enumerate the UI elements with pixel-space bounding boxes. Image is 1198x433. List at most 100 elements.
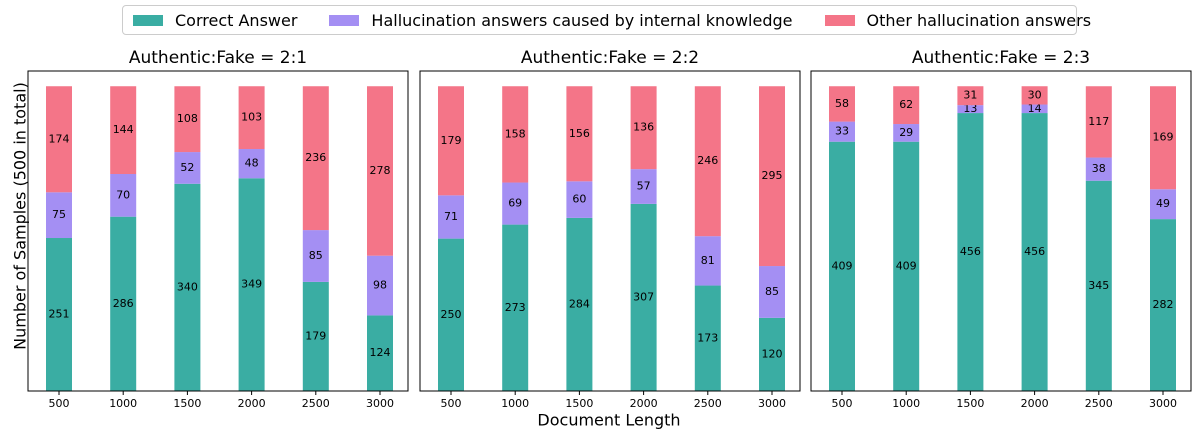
data-label-other: 179 bbox=[441, 134, 462, 147]
bar-segment-internal bbox=[367, 255, 393, 316]
legend-item-internal: Hallucination answers caused by internal… bbox=[329, 11, 793, 30]
bar-segment-correct bbox=[694, 285, 721, 391]
bar-segment-correct bbox=[174, 183, 201, 391]
bar-segment-correct bbox=[46, 238, 72, 391]
data-label-internal: 14 bbox=[1028, 102, 1042, 115]
bar-segment-internal bbox=[566, 181, 593, 218]
data-label-internal: 38 bbox=[1092, 162, 1106, 175]
bar-segment-other bbox=[46, 86, 72, 193]
x-tick-label: 2500 bbox=[1085, 397, 1113, 410]
x-tick-label: 500 bbox=[49, 397, 70, 410]
bar-segment-other bbox=[174, 86, 201, 153]
bar-segment-correct bbox=[238, 178, 265, 391]
bar-segment-other bbox=[829, 86, 855, 122]
data-label-correct: 345 bbox=[1088, 279, 1109, 292]
bar-segment-internal bbox=[694, 236, 721, 286]
data-label-internal: 52 bbox=[180, 161, 194, 174]
legend-item-other: Other hallucination answers bbox=[824, 10, 1092, 30]
bar-segment-correct bbox=[367, 315, 393, 391]
x-tick-label: 1500 bbox=[565, 397, 593, 410]
data-label-other: 62 bbox=[899, 98, 913, 111]
bar-segment-other bbox=[893, 86, 920, 125]
data-label-other: 295 bbox=[762, 169, 783, 182]
y-axis-label: Number of Samples (500 in total) bbox=[11, 82, 30, 350]
bar-segment-internal bbox=[957, 105, 984, 114]
panel-frame bbox=[27, 70, 409, 392]
data-label-internal: 69 bbox=[508, 197, 522, 210]
x-tick-label: 3000 bbox=[366, 397, 394, 410]
bar-segment-other bbox=[367, 86, 393, 256]
data-label-other: 117 bbox=[1088, 115, 1109, 128]
data-label-correct: 273 bbox=[505, 301, 526, 314]
bar-segment-correct bbox=[502, 224, 529, 391]
data-label-internal: 13 bbox=[963, 102, 977, 115]
data-label-correct: 179 bbox=[305, 329, 326, 342]
bar-segment-internal bbox=[630, 169, 657, 204]
panel-frame bbox=[810, 70, 1192, 392]
data-label-other: 169 bbox=[1153, 131, 1174, 144]
legend-swatch-other bbox=[824, 14, 855, 26]
x-tick-label: 3000 bbox=[1149, 397, 1177, 410]
data-label-other: 174 bbox=[49, 132, 70, 145]
bar-segment-other bbox=[630, 86, 657, 170]
data-label-correct: 409 bbox=[832, 259, 853, 272]
bar-segment-correct bbox=[110, 216, 137, 391]
bar-segment-internal bbox=[438, 195, 464, 239]
bar-segment-internal bbox=[893, 124, 920, 142]
x-axis-label: Document Length bbox=[537, 411, 680, 430]
x-tick-label: 1000 bbox=[109, 397, 137, 410]
bar-segment-other bbox=[438, 86, 464, 196]
legend-swatch-internal bbox=[329, 14, 360, 26]
legend-swatch-correct bbox=[133, 14, 163, 26]
legend: Correct Answer Hallucination answers cau… bbox=[122, 5, 1091, 35]
data-label-internal: 33 bbox=[835, 125, 849, 138]
panel-3: Authentic:Fake = 2:3 409 33 58 500 409 29 62 100… bbox=[810, 48, 1192, 410]
bar-segment-internal bbox=[1085, 157, 1112, 181]
bar-segment-internal bbox=[1150, 189, 1176, 220]
legend-label-correct: Correct Answer bbox=[175, 10, 298, 30]
bar-segment-correct bbox=[302, 281, 329, 391]
bar-segment-internal bbox=[759, 266, 785, 318]
data-label-correct: 349 bbox=[241, 278, 262, 291]
bar-segment-correct bbox=[957, 113, 984, 392]
x-tick-label: 2000 bbox=[238, 397, 266, 410]
bar-segment-internal bbox=[238, 149, 265, 179]
x-tick-label: 2500 bbox=[302, 397, 330, 410]
panel-title: Authentic:Fake = 2:1 bbox=[129, 48, 307, 68]
x-tick-label: 3000 bbox=[758, 397, 786, 410]
data-label-internal: 75 bbox=[52, 208, 66, 221]
data-label-correct: 409 bbox=[896, 259, 917, 272]
data-label-other: 103 bbox=[241, 111, 262, 124]
bar-segment-other bbox=[1085, 86, 1112, 158]
data-label-internal: 98 bbox=[373, 279, 387, 292]
data-label-other: 136 bbox=[633, 121, 654, 134]
bar-segment-internal bbox=[1021, 104, 1048, 114]
data-label-other: 31 bbox=[963, 89, 977, 102]
data-label-correct: 124 bbox=[370, 346, 391, 359]
data-label-correct: 456 bbox=[960, 245, 981, 258]
data-label-internal: 57 bbox=[637, 180, 651, 193]
x-tick-label: 500 bbox=[832, 397, 853, 410]
data-label-internal: 60 bbox=[572, 193, 586, 206]
data-label-internal: 85 bbox=[309, 249, 323, 262]
x-tick-label: 2000 bbox=[630, 397, 658, 410]
data-label-other: 58 bbox=[835, 97, 849, 110]
data-label-correct: 286 bbox=[113, 297, 134, 310]
legend-label-other: Other hallucination answers bbox=[866, 10, 1092, 30]
bar-segment-correct bbox=[1150, 219, 1176, 391]
panel-2: Authentic:Fake = 2:2 250 71 179 500 273 69 158 1… bbox=[419, 48, 801, 410]
panel-title: Authentic:Fake = 2:2 bbox=[521, 48, 699, 68]
panel-1: Authentic:Fake = 2:1 251 75 174 500 286 70 144 1… bbox=[27, 48, 409, 410]
bar-segment-correct bbox=[893, 141, 920, 391]
x-tick-label: 2000 bbox=[1021, 397, 1049, 410]
data-label-other: 144 bbox=[113, 123, 134, 136]
data-label-correct: 282 bbox=[1153, 298, 1174, 311]
data-label-internal: 85 bbox=[765, 285, 779, 298]
data-label-internal: 48 bbox=[245, 157, 259, 170]
bar-segment-other bbox=[110, 86, 137, 175]
bar-segment-other bbox=[566, 86, 593, 182]
data-label-correct: 250 bbox=[441, 308, 462, 321]
data-label-other: 108 bbox=[177, 112, 198, 125]
x-tick-label: 500 bbox=[441, 397, 462, 410]
